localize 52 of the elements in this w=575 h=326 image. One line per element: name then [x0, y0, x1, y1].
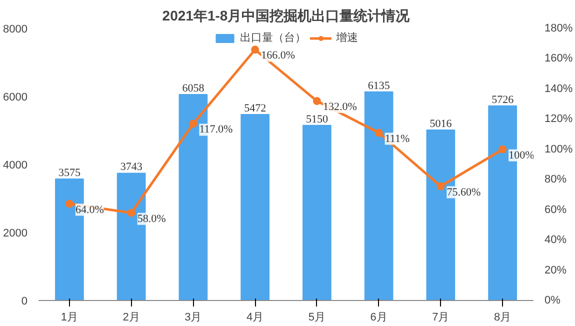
bar: [240, 114, 270, 300]
point: [498, 145, 507, 154]
data-label: 100%: [508, 149, 534, 162]
legend-label: 出口量（台）: [240, 31, 306, 45]
chart-title: 2021年1-8月中国挖掘机出口量统计情况: [162, 8, 411, 24]
point: [312, 97, 321, 106]
y-tick-label: 2000: [3, 228, 28, 240]
x-tick-label: 3月: [184, 312, 202, 324]
y2-tick-label: 20%: [544, 264, 567, 276]
legend-label: 增速: [336, 31, 358, 45]
data-label: 6058: [182, 82, 205, 95]
bar: [302, 124, 332, 300]
y2-tick-label: 180%: [544, 22, 573, 34]
data-label: 132.0%: [322, 101, 357, 114]
x-tick-label: 5月: [308, 312, 326, 324]
y-tick-label: 8000: [3, 24, 28, 36]
data-label: 5150: [306, 113, 328, 126]
x-tick-label: 7月: [432, 312, 450, 324]
data-label: 3575: [58, 166, 81, 179]
x-tick-label: 2月: [122, 312, 140, 324]
y2-tick-label: 120%: [544, 113, 573, 126]
data-label: 64.0%: [75, 204, 104, 216]
y-tick-label: 6000: [3, 92, 28, 104]
data-label: 5726: [492, 94, 514, 106]
data-label: 58.0%: [137, 212, 166, 225]
data-label: 5472: [244, 102, 266, 114]
y2-tick-label: 0%: [544, 294, 561, 306]
data-label: 75.60%: [446, 186, 481, 198]
x-tick-label: 8月: [494, 312, 512, 324]
point: [436, 182, 445, 190]
y2-tick-label: 160%: [544, 52, 573, 65]
point: [374, 128, 383, 137]
y-tick-label: 0: [21, 296, 28, 308]
y2-tick-label: 80%: [544, 174, 567, 186]
y2-tick-label: 100%: [544, 143, 573, 156]
data-label: 166.0%: [261, 50, 295, 62]
y-tick-label: 4000: [3, 160, 28, 172]
point: [127, 208, 136, 217]
x-tick-label: 1月: [60, 312, 78, 324]
x-tick-label: 6月: [370, 312, 388, 324]
point: [251, 46, 260, 54]
data-label: 3743: [120, 161, 143, 174]
data-label: 6135: [368, 80, 390, 92]
point: [189, 120, 198, 128]
x-tick-label: 4月: [246, 312, 264, 324]
data-label: 111%: [384, 132, 410, 145]
point: [65, 200, 74, 208]
data-label: 5016: [430, 118, 452, 130]
y2-tick-label: 40%: [544, 234, 567, 246]
data-label: 117.0%: [199, 124, 233, 136]
y2-tick-label: 140%: [544, 82, 573, 95]
y2-tick-label: 60%: [544, 204, 567, 216]
